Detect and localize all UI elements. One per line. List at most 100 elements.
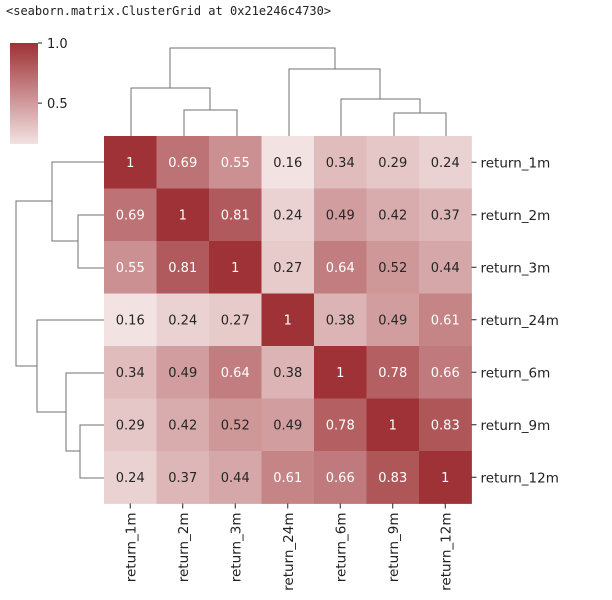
heatmap-cell-label: 0.29	[116, 418, 145, 433]
heatmap-cell	[209, 451, 262, 504]
heatmap-cell-label: 1	[126, 156, 134, 171]
heatmap-cell	[104, 346, 157, 399]
heatmap-cell-label: 0.24	[431, 156, 460, 171]
heatmap-cell-label: 0.27	[273, 261, 302, 276]
heatmap-cell	[419, 241, 472, 294]
row-labels: return_1m return_2m return_3m return_24mret…	[471, 155, 559, 486]
row-dendro-link-6m-912m	[65, 372, 104, 452]
heatmap-cell-label: 0.16	[116, 313, 145, 328]
heatmap-cell-label: 0.34	[326, 156, 355, 171]
row-label: return_24m	[481, 313, 559, 329]
heatmap-cell	[156, 241, 210, 294]
col-dendro-link-2m-3m	[183, 109, 238, 137]
heatmap-cell	[104, 241, 157, 294]
heatmap-cell	[366, 241, 420, 294]
heatmap-cell-label: 0.64	[326, 261, 355, 276]
heatmap-cell-label: 0.42	[168, 418, 197, 433]
column-dendrogram	[130, 47, 447, 137]
heatmap-cell-label: 0.24	[116, 471, 145, 486]
heatmap-cell-label: 1	[179, 208, 187, 223]
heatmap-cell-label: 0.37	[431, 208, 460, 223]
heatmap-cell	[366, 398, 420, 452]
heatmap-cell	[156, 188, 210, 242]
heatmap-cell-label: 0.29	[378, 156, 407, 171]
heatmap-cell	[104, 188, 157, 242]
heatmap-cell	[209, 398, 262, 452]
heatmap-cell	[366, 346, 420, 399]
heatmap-cell	[314, 188, 367, 242]
heatmap-cell	[261, 241, 315, 294]
heatmap-cell-label: 0.49	[378, 313, 407, 328]
heatmap-cell	[261, 293, 315, 347]
heatmap-cell	[261, 451, 315, 504]
heatmap-cell-label: 0.27	[221, 313, 250, 328]
heatmap-cell	[366, 451, 420, 504]
row-label: return_9m	[481, 418, 551, 434]
row-label: return_1m	[481, 155, 551, 171]
row-label: return_3m	[481, 260, 551, 276]
column-label: return_12m	[438, 513, 454, 591]
row-dendro-link-2m-3m	[77, 214, 104, 269]
heatmap-cell	[156, 451, 210, 504]
heatmap-cell-label: 0.52	[221, 418, 250, 433]
heatmap-cell	[104, 136, 157, 189]
heatmap-cell-label: 0.81	[221, 208, 250, 223]
heatmap-cell	[314, 293, 367, 347]
row-dendro-link-24m-rest	[36, 319, 104, 413]
heatmap-cell-label: 0.24	[273, 208, 302, 223]
heatmap-cell	[366, 136, 420, 189]
heatmap-cell-label: 0.49	[168, 366, 197, 381]
heatmap-cell-label: 0.38	[273, 366, 302, 381]
heatmap-cell	[419, 293, 472, 347]
row-label: return_2m	[481, 208, 551, 224]
heatmap-cell-label: 0.49	[273, 418, 302, 433]
heatmap-cell-label: 0.66	[326, 471, 355, 486]
column-label: return_24m	[281, 513, 297, 591]
heatmap-cell	[156, 346, 210, 399]
heatmap-cell	[419, 451, 472, 504]
heatmap-cell-label: 0.83	[431, 418, 460, 433]
heatmap-cell-label: 0.64	[221, 366, 250, 381]
heatmap-cell-label: 0.52	[378, 261, 407, 276]
heatmap-cell-label: 1	[389, 418, 397, 433]
heatmap-cell-label: 0.44	[221, 471, 250, 486]
heatmap-cell-label: 1	[231, 261, 239, 276]
heatmap-cell	[261, 346, 315, 399]
heatmap-cell	[419, 136, 472, 189]
column-label: return_2m	[176, 513, 192, 583]
column-label: return_1m	[123, 513, 139, 583]
heatmap-cell-label: 0.37	[168, 471, 197, 486]
heatmap-cell-label: 0.55	[221, 156, 250, 171]
heatmap: 1 0.69 0.55 0.16 0.34 0.29 0.24 0.69 1 0.81 0.24 0.…	[104, 136, 472, 504]
heatmap-cell	[209, 188, 262, 242]
row-dendro-link-root	[15, 200, 52, 367]
heatmap-cell-label: 0.16	[273, 156, 302, 171]
heatmap-cell	[419, 398, 472, 452]
heatmap-cell-label: 0.83	[378, 471, 407, 486]
heatmap-cell-label: 0.49	[326, 208, 355, 223]
heatmap-cell	[156, 136, 210, 189]
heatmap-cell	[314, 398, 367, 452]
heatmap-cell-label: 0.42	[378, 208, 407, 223]
colorbar-tick-label: 1.0	[47, 37, 68, 52]
heatmap-cell-label: 0.66	[431, 366, 460, 381]
heatmap-cell	[314, 241, 367, 294]
heatmap-cell	[209, 241, 262, 294]
row-label: return_12m	[481, 470, 559, 486]
output-header: <seaborn.matrix.ClusterGrid at 0x21e246c…	[6, 4, 332, 18]
heatmap-cell-label: 0.61	[431, 313, 460, 328]
heatmap-cell	[366, 293, 420, 347]
heatmap-cell-label: 0.69	[116, 208, 145, 223]
heatmap-cell-label: 0.34	[116, 366, 145, 381]
heatmap-cell-label: 0.38	[326, 313, 355, 328]
column-label: return_9m	[386, 513, 402, 583]
heatmap-cell-label: 1	[441, 471, 449, 486]
heatmap-cell	[104, 451, 157, 504]
heatmap-cell-label: 0.69	[168, 156, 197, 171]
heatmap-cell	[314, 346, 367, 399]
heatmap-cell	[209, 346, 262, 399]
col-dendro-link-9m-12m	[393, 112, 447, 137]
colorbar-gradient	[10, 43, 38, 144]
heatmap-cell-label: 0.78	[326, 418, 355, 433]
